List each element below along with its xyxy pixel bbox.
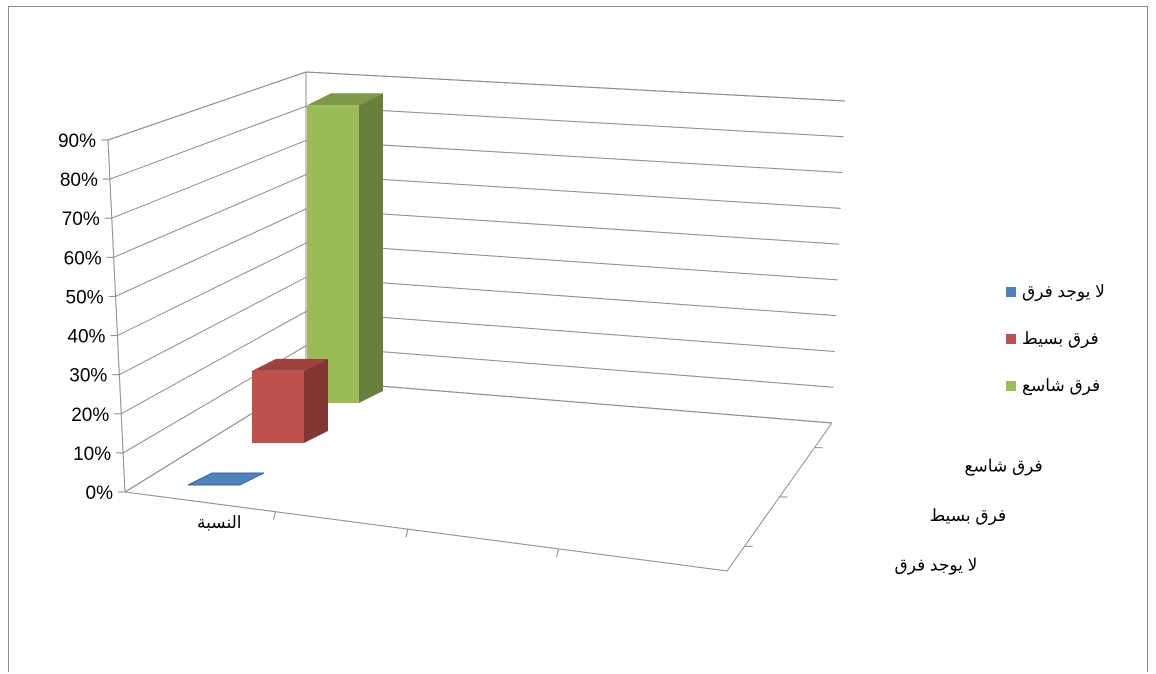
gridline — [117, 242, 838, 337]
legend-swatch — [1006, 334, 1016, 344]
legend-label: فرق شاسع — [1022, 376, 1101, 395]
legend-swatch — [1006, 381, 1016, 391]
y-axis-tick-labels: 0% 10% 20% 30% 40% 50% 60% 70% 80% 90% — [58, 131, 113, 504]
gridline — [109, 105, 844, 180]
y-tick-label: 60% — [64, 248, 102, 269]
gridline — [122, 345, 834, 454]
y-tick-label: 70% — [62, 209, 100, 230]
category-axis-tick — [273, 511, 276, 520]
y-tick-label: 10% — [73, 444, 111, 465]
y-tick-label: 0% — [86, 483, 114, 504]
gridline — [111, 139, 843, 219]
category-label: النسبة — [197, 513, 241, 532]
chart-wall-outline — [107, 71, 846, 493]
legend-item-series-1: لا يوجد فرق — [1006, 280, 1141, 304]
bar-side-series-3 — [359, 93, 383, 403]
depth-axis-label: فرق شاسع — [965, 457, 1043, 477]
y-tick-label: 30% — [69, 366, 107, 387]
gridline — [107, 71, 846, 141]
chart-bars — [187, 93, 383, 486]
y-tick-label: 50% — [66, 287, 104, 308]
gridline — [115, 208, 840, 297]
bar-side-series-2 — [304, 358, 328, 443]
category-axis: النسبة — [197, 511, 559, 558]
legend-swatch — [1006, 287, 1016, 297]
bar-series-3 — [307, 105, 359, 403]
y-tick-label: 40% — [67, 327, 105, 348]
category-axis-tick — [555, 548, 559, 558]
gridline — [119, 276, 837, 376]
chart-floor-front-edge — [124, 422, 833, 572]
chart-frame — [8, 6, 1148, 672]
chart-legend: لا يوجد فرق فرق بسيط فرق شاسع — [1006, 280, 1141, 421]
legend-item-series-3: فرق شاسع — [1006, 374, 1141, 398]
depth-axis-label: لا يوجد فرق — [895, 555, 978, 575]
chart-back-wall-edge — [305, 72, 833, 424]
legend-label: لا يوجد فرق — [1022, 282, 1105, 301]
y-tick-label: 20% — [71, 405, 109, 426]
legend-label: فرق بسيط — [1022, 329, 1099, 348]
depth-axis: لا يوجد فرق فرق بسيط فرق شاسع — [744, 447, 1043, 575]
chart-gridlines — [101, 71, 846, 493]
bar-top-series-3 — [307, 93, 383, 106]
gridline — [113, 174, 841, 258]
gridline — [120, 311, 835, 415]
y-tick-label: 90% — [58, 131, 96, 152]
category-axis-tick — [405, 529, 409, 538]
bar-top-series-2 — [252, 358, 328, 371]
depth-axis-label: فرق بسيط — [930, 506, 1007, 526]
chart-walls — [107, 71, 846, 572]
y-tick-label: 80% — [60, 170, 98, 191]
bar-series-1 — [187, 472, 265, 486]
legend-item-series-2: فرق بسيط — [1006, 327, 1141, 351]
bar-series-2 — [252, 370, 304, 443]
